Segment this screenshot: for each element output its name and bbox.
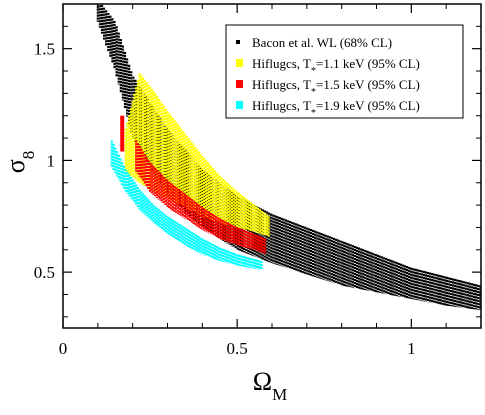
x-tick-label-1: 0.5 [227, 339, 248, 358]
legend-label-1-suffix: =1.1 keV (95% CL) [316, 56, 420, 71]
y-tick-label-1: 1 [47, 151, 56, 170]
legend-label-2-subscript: * [311, 87, 316, 98]
legend-box [225, 24, 464, 119]
x-axis-label-sub: M [272, 385, 287, 404]
y-axis-label-sub: 8 [19, 151, 38, 160]
legend-label-3-subscript: * [311, 108, 316, 119]
legend-label-0: Bacon et al. WL (68% CL) [252, 35, 392, 50]
legend-marker-0 [236, 40, 240, 44]
series-3-band [110, 140, 263, 270]
legend: Bacon et al. WL (68% CL)Hiflugcs, T*=1.1… [225, 24, 464, 119]
x-axis-label-main: Ω [253, 367, 272, 396]
legend-marker-3 [236, 101, 243, 109]
y-axis-label-main: σ [1, 159, 30, 173]
x-axis-label: ΩM [253, 367, 287, 404]
x-tick-label-2: 1 [407, 339, 416, 358]
y-axis-label: σ8 [1, 151, 38, 174]
legend-label-1-subscript: * [311, 66, 316, 77]
y-tick-label-2: 1.5 [34, 40, 55, 59]
y-tick-label-0: 0.5 [34, 263, 55, 282]
legend-label-3-suffix: =1.9 keV (95% CL) [316, 98, 420, 113]
axis-ticks: 0 0.5 1 0.5 1 1.5 [34, 4, 481, 358]
legend-marker-2 [236, 80, 243, 88]
series-2-band [135, 140, 267, 255]
legend-marker-1 [236, 59, 243, 67]
legend-label-3-prefix: Hiflugcs, T [252, 98, 311, 113]
legend-label-1-prefix: Hiflugcs, T [252, 56, 311, 71]
legend-label-2-prefix: Hiflugcs, T [252, 77, 311, 92]
legend-label-0-prefix: Bacon et al. WL (68% CL) [252, 35, 392, 50]
x-tick-label-0: 0 [59, 339, 68, 358]
legend-label-3: Hiflugcs, T*=1.9 keV (95% CL) [252, 98, 420, 119]
data-bands [96, 4, 481, 311]
legend-label-1: Hiflugcs, T*=1.1 keV (95% CL) [252, 56, 420, 77]
legend-label-2: Hiflugcs, T*=1.5 keV (95% CL) [252, 77, 420, 98]
legend-label-2-suffix: =1.5 keV (95% CL) [316, 77, 420, 92]
